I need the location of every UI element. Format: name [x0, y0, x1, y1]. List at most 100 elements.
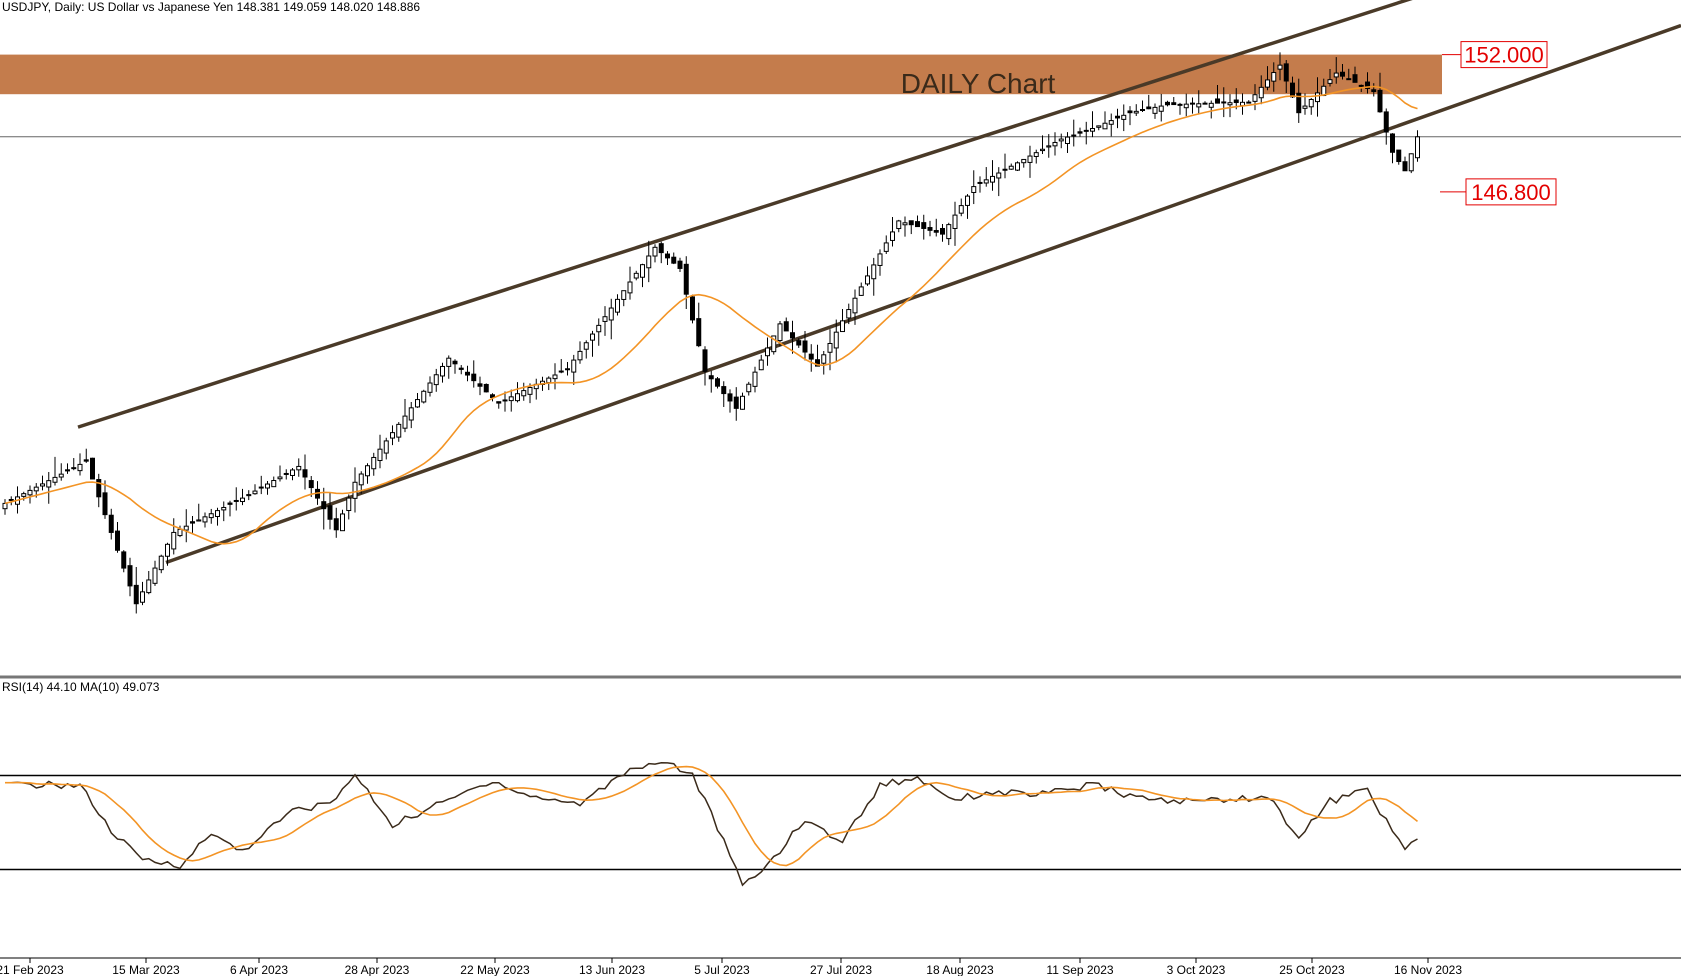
svg-text:3 Oct 2023: 3 Oct 2023	[1167, 963, 1226, 976]
candle	[508, 389, 514, 412]
candle	[1171, 97, 1177, 106]
candle	[158, 554, 164, 574]
candle	[415, 392, 420, 408]
candle	[871, 257, 877, 296]
candle	[1240, 93, 1245, 115]
candle	[127, 557, 133, 597]
candle	[1121, 104, 1127, 132]
candle	[802, 331, 808, 361]
candle	[758, 354, 764, 371]
candle	[283, 469, 289, 480]
svg-text:27 Jul 2023: 27 Jul 2023	[810, 963, 872, 976]
candle	[146, 570, 152, 595]
candle	[702, 346, 708, 386]
candle	[471, 360, 477, 388]
candle	[652, 244, 658, 263]
candle	[640, 263, 645, 288]
candle	[1221, 87, 1227, 118]
candle	[2, 499, 8, 515]
candle	[1040, 135, 1045, 154]
candle	[1165, 100, 1170, 107]
candle	[190, 515, 195, 533]
candle	[1015, 161, 1020, 171]
candle	[690, 294, 695, 324]
candle	[327, 492, 333, 530]
x-tick: 5 Jul 2023	[694, 958, 750, 976]
chart-title: DAILY Chart	[901, 68, 1056, 99]
candle	[502, 391, 508, 412]
candle	[790, 320, 795, 354]
candle	[333, 507, 339, 538]
candle	[1146, 94, 1152, 110]
candle	[696, 302, 702, 348]
candle	[240, 488, 245, 506]
candle	[440, 362, 445, 383]
svg-text:28 Apr 2023: 28 Apr 2023	[345, 963, 410, 976]
candle	[433, 368, 439, 392]
candle	[646, 240, 652, 283]
candle	[90, 457, 95, 480]
candle	[133, 566, 139, 614]
candle	[371, 452, 377, 476]
candle	[1196, 90, 1202, 114]
svg-text:16 Nov 2023: 16 Nov 2023	[1394, 963, 1462, 976]
candle	[183, 509, 189, 543]
candle	[708, 370, 714, 393]
candle	[496, 401, 502, 409]
candle	[683, 256, 689, 309]
candle	[765, 337, 770, 366]
candle	[583, 340, 589, 359]
x-tick: 6 Apr 2023	[230, 958, 288, 976]
candle	[1071, 119, 1077, 147]
candle	[271, 476, 277, 488]
svg-text:11 Sep 2023: 11 Sep 2023	[1046, 963, 1113, 976]
candle	[821, 351, 827, 375]
candle	[465, 365, 470, 382]
candle	[365, 463, 370, 484]
candle	[352, 467, 358, 513]
candle	[596, 318, 602, 346]
candle	[1327, 69, 1333, 87]
candle	[77, 453, 83, 476]
candle	[858, 282, 864, 296]
candle	[1140, 100, 1145, 112]
candle	[1021, 158, 1027, 168]
candle	[396, 422, 402, 442]
candle	[965, 194, 970, 219]
candle	[902, 216, 908, 237]
candle	[565, 361, 570, 376]
svg-text:18 Aug 2023: 18 Aug 2023	[926, 963, 994, 976]
candle	[627, 266, 633, 300]
candle	[290, 468, 295, 481]
candle	[908, 220, 914, 235]
candle	[521, 382, 527, 401]
channel-lower-line	[165, 23, 1681, 565]
svg-text:6 Apr 2023: 6 Apr 2023	[230, 963, 288, 976]
candle	[1027, 145, 1033, 178]
candle	[1333, 57, 1339, 84]
candle	[221, 501, 227, 522]
candle	[1177, 102, 1183, 115]
candle	[1290, 76, 1295, 98]
candle	[558, 358, 564, 374]
candle	[852, 289, 858, 325]
svg-text:146.800: 146.800	[1471, 180, 1551, 205]
candle	[971, 170, 977, 205]
candle	[1046, 134, 1052, 158]
rsi-line	[4, 762, 1418, 887]
candle	[658, 241, 664, 264]
candle	[952, 201, 958, 246]
candle	[621, 290, 627, 307]
candle	[1246, 100, 1252, 104]
candle	[27, 485, 33, 504]
candle	[58, 463, 64, 481]
candle	[377, 434, 383, 469]
candle	[458, 365, 464, 375]
candle	[846, 303, 852, 325]
candle	[890, 217, 895, 247]
candle	[8, 496, 14, 506]
candle	[1077, 127, 1083, 137]
candle	[1133, 104, 1139, 116]
candle	[140, 581, 145, 606]
candle	[946, 222, 952, 246]
